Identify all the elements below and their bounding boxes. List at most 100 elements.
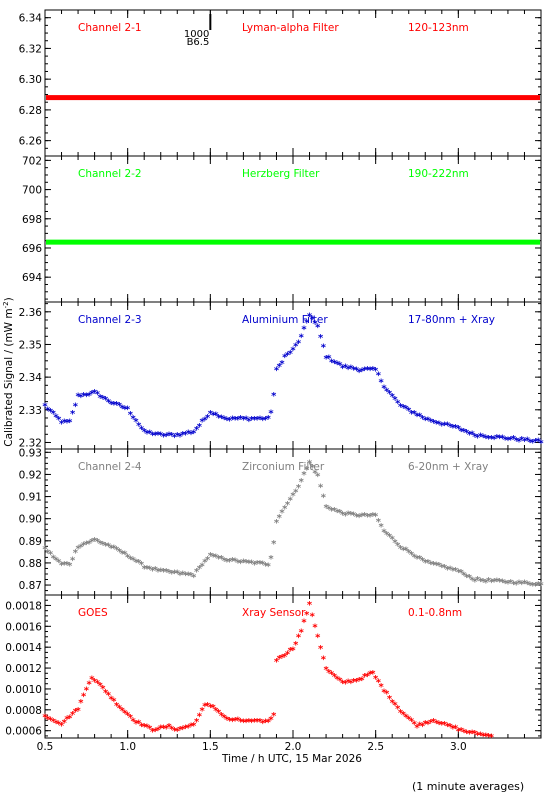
data-point: * <box>492 434 498 445</box>
data-point: * <box>186 429 192 440</box>
data-point: * <box>95 537 101 548</box>
data-point: * <box>158 566 164 577</box>
panel-label: GOES <box>78 607 108 619</box>
data-point: * <box>268 554 274 565</box>
data-point: * <box>461 570 467 581</box>
data-point: * <box>142 427 148 438</box>
data-point: * <box>425 415 431 426</box>
data-point: * <box>117 547 123 558</box>
data-point: * <box>120 706 126 717</box>
data-point: * <box>296 632 302 643</box>
data-point: * <box>384 530 390 541</box>
data-point: * <box>464 728 470 739</box>
data-point: * <box>321 343 327 354</box>
data-point: * <box>166 722 172 733</box>
data-point: * <box>417 554 423 565</box>
data-point: * <box>150 431 156 442</box>
y-tick-label: 702 <box>22 155 42 167</box>
data-point: * <box>188 571 194 582</box>
data-point: * <box>310 612 316 623</box>
data-point: * <box>97 681 103 692</box>
data-point: * <box>492 577 498 588</box>
data-point: * <box>337 508 343 519</box>
data-point: * <box>486 434 492 445</box>
data-point: * <box>260 719 266 730</box>
data-point: * <box>277 654 283 665</box>
panel-label: Channel 2-4 <box>78 461 142 473</box>
data-point: * <box>252 415 258 426</box>
data-point: * <box>213 410 219 421</box>
data-point: * <box>315 323 321 334</box>
data-point: * <box>525 579 531 590</box>
data-point: * <box>169 725 175 736</box>
data-point: * <box>219 554 225 565</box>
data-point: * <box>106 691 112 702</box>
data-point: * <box>536 436 542 447</box>
data-point: * <box>147 429 153 440</box>
data-point: * <box>103 688 109 699</box>
data-point: * <box>230 556 236 567</box>
data-point: * <box>125 711 131 722</box>
data-point: * <box>78 543 84 554</box>
data-point: * <box>442 421 448 432</box>
data-point: * <box>282 652 288 663</box>
x-tick-label: 2.0 <box>285 741 302 753</box>
data-point: * <box>219 711 225 722</box>
data-point: * <box>483 434 489 445</box>
data-point: * <box>277 513 283 524</box>
data-point: * <box>296 483 302 494</box>
data-point: * <box>293 342 299 353</box>
data-point: * <box>268 409 274 420</box>
data-point: * <box>86 391 92 402</box>
data-point: * <box>442 720 448 731</box>
data-point: * <box>362 511 368 522</box>
data-point: * <box>183 430 189 441</box>
data-point: * <box>122 549 128 560</box>
data-point: * <box>453 423 459 434</box>
data-point: * <box>519 435 525 446</box>
data-point: * <box>318 644 324 655</box>
data-point: * <box>257 415 263 426</box>
data-point: * <box>288 349 294 360</box>
data-point: * <box>522 579 528 590</box>
data-point: * <box>263 561 269 572</box>
data-point: * <box>478 730 484 741</box>
y-tick-label: 0.91 <box>19 492 42 504</box>
data-point: * <box>326 354 332 365</box>
data-point: * <box>45 405 51 416</box>
data-point: * <box>315 471 321 482</box>
data-point: * <box>197 711 203 722</box>
data-point: * <box>478 577 484 588</box>
series-line <box>46 239 540 245</box>
data-point: * <box>439 421 445 432</box>
data-point: * <box>508 578 514 589</box>
data-point: * <box>147 565 153 576</box>
data-point: * <box>293 640 299 651</box>
panel-band-label: 190-222nm <box>408 168 469 180</box>
panel-band-label: 6-20nm + Xray <box>408 461 488 473</box>
data-point: * <box>312 469 318 480</box>
data-point: * <box>51 553 57 564</box>
data-point: * <box>483 731 489 742</box>
data-point: * <box>133 558 139 569</box>
data-point: * <box>310 315 316 326</box>
data-point: * <box>351 365 357 376</box>
data-point: * <box>301 470 307 481</box>
data-point: * <box>530 581 536 592</box>
panel-filter-label: Lyman-alpha Filter <box>242 22 339 34</box>
data-point: * <box>197 422 203 433</box>
data-point: * <box>131 556 137 567</box>
data-point: * <box>205 701 211 712</box>
data-point: * <box>461 427 467 438</box>
y-tick-label: 0.0018 <box>5 600 42 612</box>
data-point: * <box>158 431 164 442</box>
data-point: * <box>337 676 343 687</box>
data-point: * <box>395 398 401 409</box>
data-point: * <box>224 557 230 568</box>
data-point: * <box>301 325 307 336</box>
y-tick-label: 0.0010 <box>5 684 42 696</box>
data-point: * <box>64 560 70 571</box>
data-point: * <box>169 431 175 442</box>
data-point: * <box>274 518 280 529</box>
data-point: * <box>42 712 48 723</box>
